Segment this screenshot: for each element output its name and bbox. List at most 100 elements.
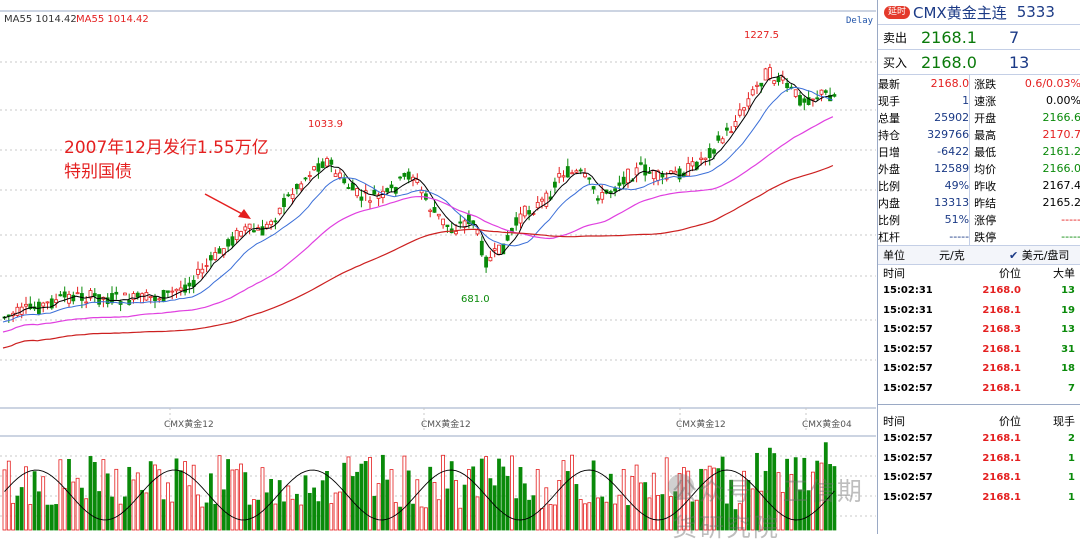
volume-bar bbox=[561, 460, 566, 531]
volume-bar bbox=[776, 472, 781, 531]
stat-value: 25902 bbox=[934, 111, 970, 124]
stats-row: 杠杆 ----- 跌停 ----- bbox=[878, 228, 1080, 245]
volume-bar bbox=[699, 468, 703, 531]
stat-value: 1 bbox=[962, 94, 970, 107]
ticks-list[interactable]: 15:02:57 2168.1 2 15:02:57 2168.1 1 15:02:57 21… bbox=[878, 429, 1080, 507]
chart-canvas[interactable]: 1227.5 1033.9 681.0 bbox=[0, 0, 876, 534]
unit-row: 单位 元/克 ✔ 美元/盘司 bbox=[878, 245, 1080, 265]
trade-row[interactable]: 15:02:57 2168.3 13 bbox=[878, 320, 1080, 340]
trades-header: 时间 价位 大单 bbox=[878, 265, 1080, 281]
volume-bar bbox=[729, 479, 734, 531]
volume-bar bbox=[174, 458, 179, 531]
volume-bar bbox=[380, 454, 385, 531]
stat-value: 13313 bbox=[934, 196, 970, 209]
volume-bar bbox=[720, 456, 725, 531]
volume-bar bbox=[170, 501, 175, 531]
tick-row[interactable]: 15:02:57 2168.1 1 bbox=[878, 488, 1080, 508]
candlestick-chart-area[interactable]: 1227.5 1033.9 681.0 MA55 1014.42 MA55 1014… bbox=[0, 0, 876, 542]
row-time: 15:02:57 bbox=[883, 472, 933, 484]
row-time: 15:02:57 bbox=[883, 324, 933, 336]
candle-body bbox=[165, 290, 170, 293]
trades-list[interactable]: 15:02:31 2168.0 13 15:02:31 2168.1 19 15:02:57… bbox=[878, 281, 1080, 398]
ma-line-55 bbox=[2, 164, 834, 349]
trade-row[interactable]: 15:02:31 2168.0 13 bbox=[878, 281, 1080, 301]
tick-row[interactable]: 15:02:57 2168.1 1 bbox=[878, 468, 1080, 488]
volume-bar bbox=[514, 498, 519, 531]
candle-body bbox=[355, 188, 360, 197]
candle-body bbox=[660, 173, 665, 178]
row-time: 15:02:57 bbox=[883, 491, 933, 503]
candle-body bbox=[294, 183, 299, 190]
volume-bar bbox=[260, 467, 265, 531]
volume-bar bbox=[342, 462, 347, 531]
candle-body bbox=[432, 207, 437, 213]
volume-bar bbox=[441, 454, 446, 531]
trade-row[interactable]: 15:02:57 2168.1 7 bbox=[878, 379, 1080, 399]
stat-label: 杠杆 bbox=[878, 230, 900, 244]
stats-row: 最新 2168.0 涨跌 0.6/0.03% bbox=[878, 75, 1080, 92]
volume-bar bbox=[221, 489, 226, 531]
tick-row[interactable]: 15:02:57 2168.1 1 bbox=[878, 449, 1080, 469]
row-size: 1 bbox=[1068, 452, 1075, 464]
volume-bar bbox=[2, 469, 7, 531]
tick-row[interactable]: 15:02:57 2168.1 2 bbox=[878, 429, 1080, 449]
trade-row[interactable]: 15:02:57 2168.1 18 bbox=[878, 359, 1080, 379]
stat-value: ----- bbox=[1061, 230, 1080, 243]
buy-row[interactable]: 买入 2168.0 13 bbox=[878, 50, 1080, 75]
instrument-header[interactable]: 延时 CMX黄金主连 5333 bbox=[878, 0, 1080, 25]
volume-bar bbox=[626, 505, 630, 531]
volume-bar bbox=[183, 461, 188, 531]
candle-body bbox=[183, 284, 188, 293]
candle-body bbox=[320, 161, 325, 169]
volume-bar bbox=[28, 504, 33, 531]
candle-body bbox=[819, 89, 824, 95]
volume-bar bbox=[780, 491, 785, 531]
candle-body bbox=[307, 175, 312, 178]
candle-body bbox=[527, 210, 531, 215]
volume-bar bbox=[80, 487, 84, 531]
candle-body bbox=[811, 98, 815, 101]
candle-body bbox=[768, 67, 772, 79]
candle-body bbox=[716, 135, 721, 141]
ma-label-1: MA55 1014.42 bbox=[4, 14, 77, 25]
volume-bar bbox=[793, 457, 798, 531]
sell-row[interactable]: 卖出 2168.1 7 bbox=[878, 25, 1080, 50]
volume-bar bbox=[639, 482, 643, 531]
unit-value: 元/克 bbox=[939, 249, 965, 262]
candle-body bbox=[303, 177, 308, 180]
volume-bar bbox=[196, 494, 200, 531]
volume-bar bbox=[251, 499, 256, 531]
volume-bar bbox=[647, 497, 652, 531]
currency-option[interactable]: ✔ 美元/盘司 bbox=[1009, 247, 1069, 263]
candle-body bbox=[742, 107, 746, 111]
trade-row[interactable]: 15:02:31 2168.1 19 bbox=[878, 301, 1080, 321]
candle-body bbox=[346, 187, 351, 189]
contract-label: CMX黄金12 bbox=[164, 420, 214, 430]
candle-body bbox=[720, 138, 725, 144]
volume-bar bbox=[703, 469, 708, 531]
volume-bar bbox=[213, 504, 218, 531]
volume-bar bbox=[312, 487, 317, 531]
volume-bar bbox=[690, 501, 695, 531]
stat-label: 内盘 bbox=[878, 196, 900, 210]
volume-bar bbox=[19, 487, 24, 531]
volume-bar bbox=[350, 476, 355, 531]
volume-bar bbox=[712, 467, 716, 531]
candle-body bbox=[329, 159, 334, 165]
volume-bar bbox=[217, 455, 222, 531]
trade-row[interactable]: 15:02:57 2168.1 31 bbox=[878, 340, 1080, 360]
stat-label: 昨收 bbox=[969, 177, 1011, 194]
row-size: 1 bbox=[1068, 472, 1075, 484]
volume-bar bbox=[41, 476, 46, 531]
volume-bar bbox=[389, 469, 394, 531]
volume-bar bbox=[329, 503, 334, 531]
ma-line-medium bbox=[2, 86, 834, 323]
volume-bar bbox=[789, 473, 794, 531]
candle-body bbox=[24, 303, 28, 307]
volume-bar bbox=[492, 485, 497, 531]
instrument-code: 5333 bbox=[1016, 3, 1055, 21]
candle-body bbox=[402, 172, 407, 177]
row-price: 2168.1 bbox=[982, 433, 1021, 445]
stat-label: 昨结 bbox=[969, 194, 1011, 211]
candle-body bbox=[239, 231, 243, 237]
